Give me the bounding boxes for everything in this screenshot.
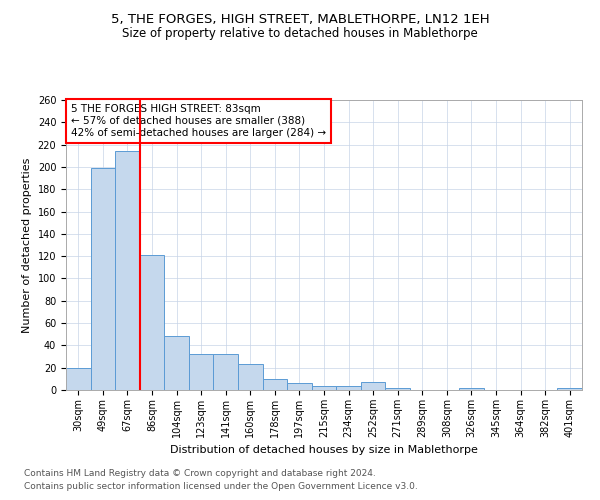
Text: Contains public sector information licensed under the Open Government Licence v3: Contains public sector information licen… <box>24 482 418 491</box>
Bar <box>312 386 336 390</box>
Bar <box>557 388 582 390</box>
Bar <box>140 255 164 390</box>
Bar <box>361 382 385 390</box>
Bar <box>189 354 214 390</box>
Bar <box>214 354 238 390</box>
Text: 5 THE FORGES HIGH STREET: 83sqm
← 57% of detached houses are smaller (388)
42% o: 5 THE FORGES HIGH STREET: 83sqm ← 57% of… <box>71 104 326 138</box>
Bar <box>115 152 140 390</box>
Text: Contains HM Land Registry data © Crown copyright and database right 2024.: Contains HM Land Registry data © Crown c… <box>24 468 376 477</box>
Bar <box>263 379 287 390</box>
Text: 5, THE FORGES, HIGH STREET, MABLETHORPE, LN12 1EH: 5, THE FORGES, HIGH STREET, MABLETHORPE,… <box>110 12 490 26</box>
Y-axis label: Number of detached properties: Number of detached properties <box>22 158 32 332</box>
Bar <box>459 388 484 390</box>
Bar <box>336 386 361 390</box>
Bar <box>164 336 189 390</box>
Bar <box>66 368 91 390</box>
Bar <box>287 384 312 390</box>
Bar <box>91 168 115 390</box>
X-axis label: Distribution of detached houses by size in Mablethorpe: Distribution of detached houses by size … <box>170 446 478 456</box>
Bar <box>385 388 410 390</box>
Text: Size of property relative to detached houses in Mablethorpe: Size of property relative to detached ho… <box>122 28 478 40</box>
Bar <box>238 364 263 390</box>
